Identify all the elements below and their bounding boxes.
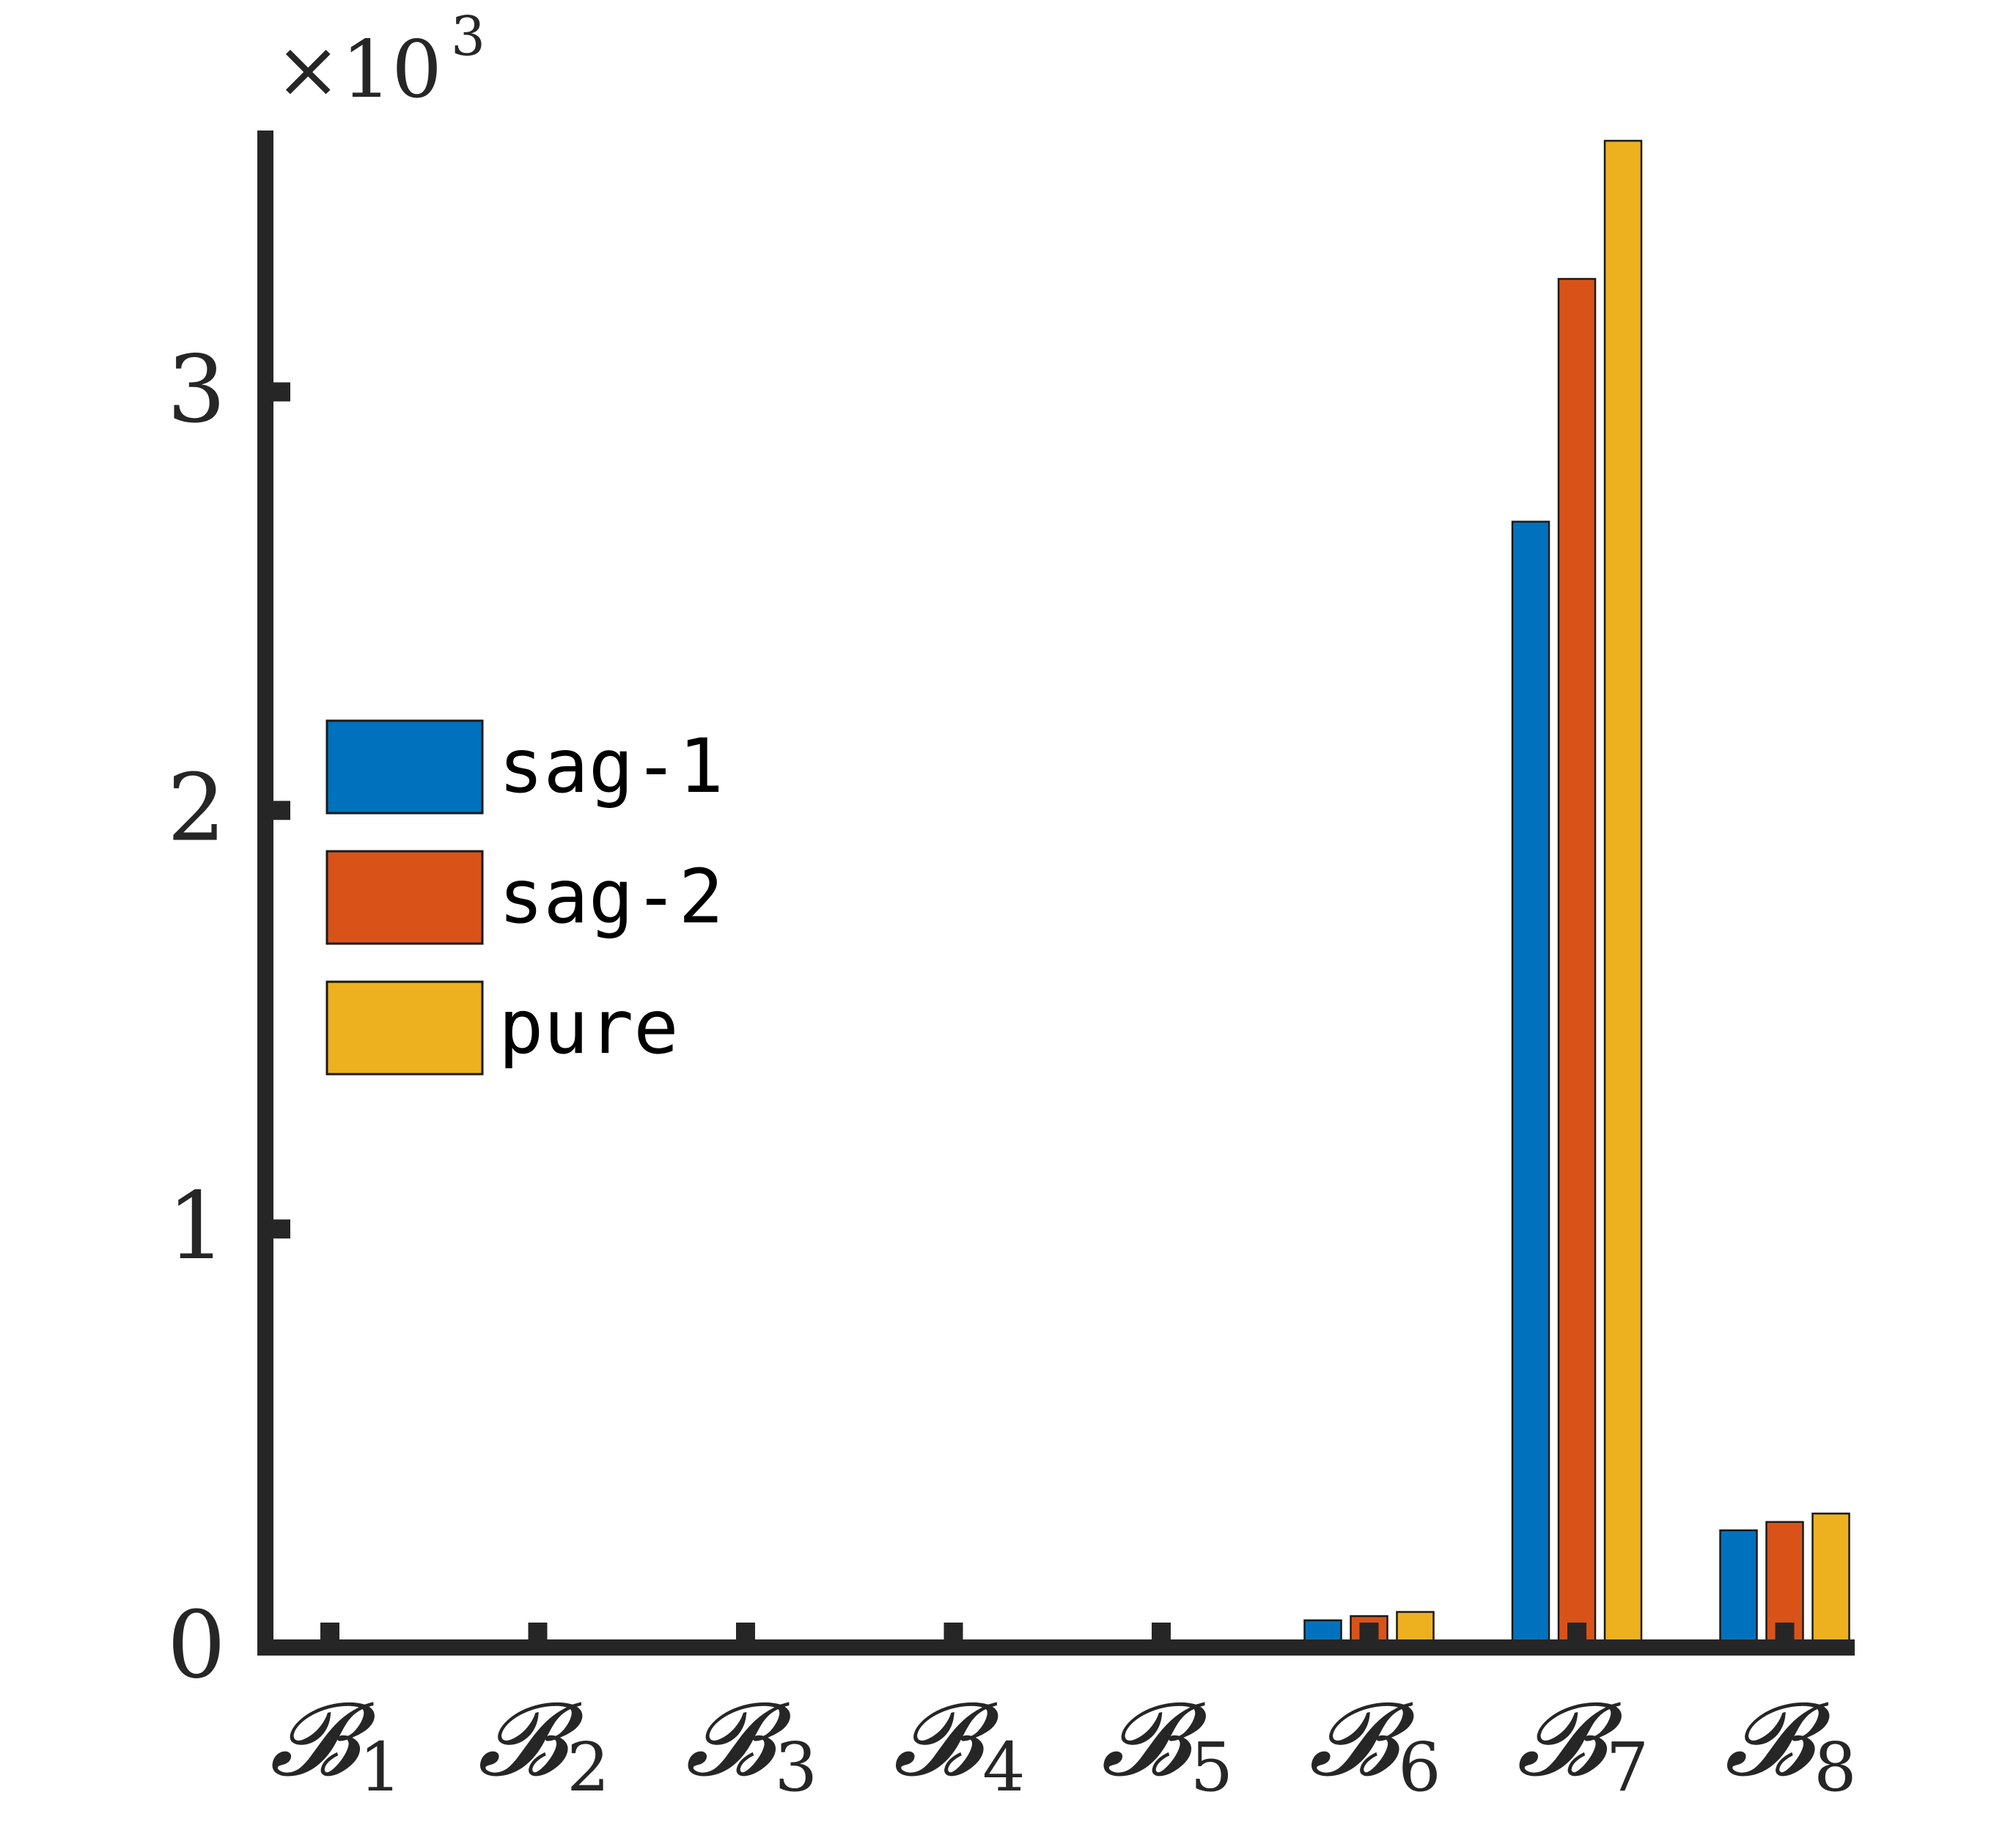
- legend-swatch-sag-2: [325, 850, 484, 945]
- x-tick-label-1: 𝓑1: [270, 1680, 402, 1807]
- x-tick-mark-4: [943, 1623, 963, 1648]
- x-ticks-group: 𝓑1 𝓑2 𝓑3 𝓑4 𝓑5 𝓑6 𝓑7 𝓑8: [270, 1623, 1857, 1807]
- y-tick-label-3: 3: [167, 336, 226, 444]
- x-tick-label-base: 𝓑: [270, 1680, 377, 1799]
- y-axis-exponent: ×10 3: [275, 5, 485, 116]
- x-tick-label-base: 𝓑: [1309, 1680, 1416, 1799]
- x-tick-label-base: 𝓑: [477, 1680, 584, 1799]
- x-tick-label-8: 𝓑8: [1724, 1680, 1856, 1807]
- y-tick-label-1: 1: [167, 1172, 226, 1280]
- x-tick-label-base: 𝓑: [685, 1680, 792, 1799]
- x-tick-label-subscript: 7: [1606, 1728, 1649, 1807]
- x-tick-mark-6: [1359, 1623, 1379, 1648]
- x-tick-label-4: 𝓑4: [893, 1680, 1025, 1807]
- x-tick-mark-7: [1567, 1623, 1586, 1648]
- x-tick-mark-2: [528, 1623, 548, 1648]
- bar-sag-1-cat7: [1511, 521, 1550, 1649]
- x-tick-mark-8: [1775, 1623, 1795, 1648]
- x-tick-label-subscript: 8: [1814, 1728, 1857, 1807]
- x-tick-label-base: 𝓑: [893, 1680, 1000, 1799]
- x-tick-label-subscript: 3: [775, 1728, 818, 1807]
- bar-pure-cat7: [1603, 139, 1643, 1649]
- bar-sag-1-cat8: [1719, 1529, 1758, 1649]
- y-tick-mark-2: [265, 801, 290, 820]
- x-tick-label-subscript: 6: [1398, 1728, 1441, 1807]
- x-tick-label-base: 𝓑: [1517, 1680, 1624, 1799]
- x-tick-label-2: 𝓑2: [477, 1680, 609, 1807]
- x-tick-label-subscript: 2: [567, 1728, 610, 1807]
- y-tick-label-2: 2: [167, 754, 226, 862]
- y-tick-mark-1: [265, 1219, 290, 1239]
- x-tick-mark-5: [1152, 1623, 1171, 1648]
- x-tick-mark-1: [320, 1623, 339, 1648]
- x-tick-label-5: 𝓑5: [1101, 1680, 1233, 1807]
- x-tick-label-6: 𝓑6: [1309, 1680, 1441, 1807]
- x-tick-label-7: 𝓑7: [1517, 1680, 1649, 1807]
- legend-label-sag-2: sag-2: [499, 853, 724, 941]
- y-exponent-power: 3: [451, 5, 485, 68]
- x-tick-label-base: 𝓑: [1101, 1680, 1208, 1799]
- legend-swatch-pure: [325, 980, 484, 1076]
- legend-label-sag-1: sag-1: [499, 723, 724, 810]
- x-tick-label-3: 𝓑3: [685, 1680, 817, 1807]
- y-exponent-prefix: ×10: [275, 24, 442, 116]
- legend-label-pure: pure: [499, 984, 679, 1071]
- y-tick-mark-3: [265, 382, 290, 402]
- x-tick-label-subscript: 5: [1191, 1728, 1234, 1807]
- legend-swatch-sag-1: [325, 719, 484, 815]
- bars-group: [1303, 139, 1850, 1649]
- x-tick-mark-3: [736, 1623, 755, 1648]
- bar-pure-cat8: [1811, 1513, 1850, 1649]
- x-tick-label-subscript: 4: [982, 1728, 1026, 1807]
- bar-sag-2-cat7: [1557, 278, 1597, 1649]
- x-tick-label-subscript: 1: [359, 1728, 402, 1807]
- x-tick-label-base: 𝓑: [1724, 1680, 1831, 1799]
- y-ticks-group: 0 1 2 3: [167, 336, 290, 1699]
- legend: sag-1 sag-2 pure: [325, 719, 724, 1076]
- y-tick-label-0: 0: [167, 1591, 226, 1699]
